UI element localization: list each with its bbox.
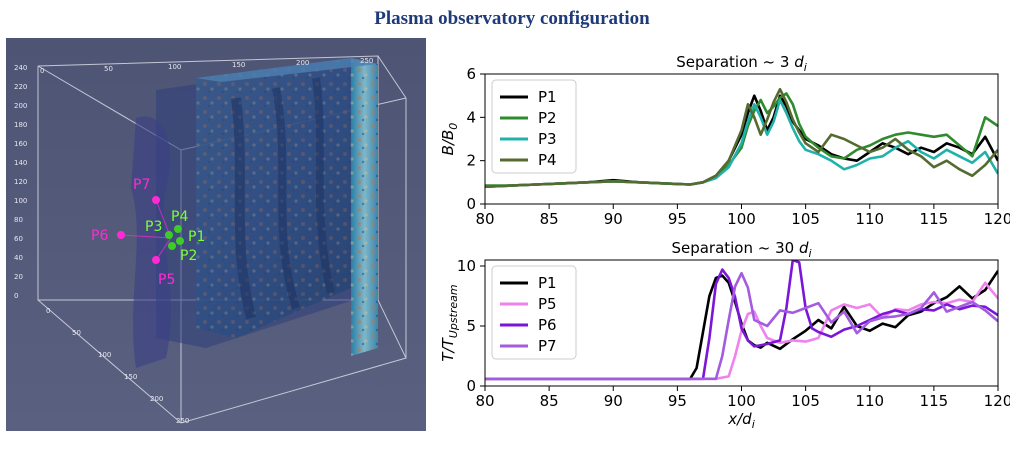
x-tick-label: 90 — [604, 210, 623, 228]
y-axis-label: T/TUpstream — [439, 284, 460, 361]
legend-label-p6: P6 — [538, 316, 557, 334]
z-axis-tick-3d: 40 — [14, 254, 23, 262]
legend-label-p5: P5 — [538, 295, 557, 313]
x-tick-label: 105 — [791, 392, 820, 410]
y-axis-tick-3d: 200 — [150, 395, 163, 403]
probe-labels: P7 P6 P5 P3 P4 P1 P2 — [91, 177, 205, 288]
series-line-p4 — [485, 87, 998, 188]
probe-p1-marker — [176, 237, 184, 245]
y-axis-tick-3d: 0 — [46, 307, 50, 315]
y-tick-label: 10 — [457, 257, 476, 275]
probe-p2-marker — [168, 242, 176, 250]
probe-p4-marker — [174, 225, 182, 233]
legend-label-p3: P3 — [538, 130, 557, 148]
probe-label-p7: P7 — [133, 177, 150, 193]
3d-volume-render: P7 P6 P5 P3 P4 P1 P2 0 50 100 150 200 2500501… — [6, 38, 426, 431]
chart-title: Separation ~ 3 di — [676, 53, 807, 74]
z-axis-tick-3d: 80 — [14, 216, 23, 224]
x-axis-tick-3d: 100 — [168, 63, 181, 71]
x-tick-label: 110 — [855, 392, 884, 410]
probe-label-p3: P3 — [145, 219, 162, 235]
probe-p5-marker — [152, 256, 160, 264]
x-tick-label: 80 — [475, 210, 494, 228]
x-tick-label: 90 — [604, 392, 623, 410]
x-tick-label: 115 — [920, 210, 949, 228]
z-axis-tick-3d: 20 — [14, 273, 23, 281]
probe-label-p5: P5 — [158, 272, 175, 288]
y-tick-label: 0 — [466, 377, 476, 395]
x-axis-label: x/di — [727, 410, 755, 431]
y-axis-label: B/B0 — [439, 123, 460, 156]
x-axis-tick-3d: 200 — [296, 59, 309, 67]
legend-label-p1: P1 — [538, 88, 557, 106]
z-axis-tick-3d: 120 — [14, 178, 27, 186]
x-tick-label: 110 — [855, 210, 884, 228]
probe-label-p2: P2 — [180, 248, 197, 264]
legend-box — [491, 265, 577, 360]
x-tick-label: 95 — [668, 210, 687, 228]
x-tick-label: 80 — [475, 392, 494, 410]
y-tick-label: 0 — [466, 195, 476, 213]
y-axis-tick-3d: 150 — [124, 373, 137, 381]
z-axis-tick-3d: 220 — [14, 83, 27, 91]
chart-panel-2: 80 85 90 95 100 105 110 115 120 0 5 10 Separation ~ … — [439, 239, 1010, 431]
x-axis-tick-3d: 50 — [104, 65, 113, 73]
y-tick-label: 4 — [466, 108, 476, 126]
page-title: Plasma observatory configuration — [374, 8, 650, 29]
legend-label-p7: P7 — [538, 337, 557, 355]
probe-p3-marker — [165, 231, 173, 239]
axis-tick-labels: 0 50 100 150 200 250 0 50 100 150 200 250 0 20 40 60 80 1… — [14, 57, 373, 425]
y-axis-tick-3d: 50 — [72, 329, 81, 337]
z-axis-tick-3d: 180 — [14, 121, 27, 129]
probe-label-p1: P1 — [188, 229, 205, 245]
x-axis-tick-3d: 250 — [360, 57, 373, 65]
probe-label-p4: P4 — [171, 209, 188, 225]
x-tick-label: 100 — [727, 210, 756, 228]
series-line-p7 — [485, 271, 998, 381]
probe-p7-marker — [152, 196, 160, 204]
y-axis-tick-3d: 100 — [98, 351, 111, 359]
y-axis-tick-3d: 250 — [176, 417, 189, 425]
probe-markers — [117, 196, 184, 264]
chart-panel-1: 80 85 90 95 100 105 110 115 120 0 2 4 6 Separation ~ … — [439, 53, 1010, 228]
x-tick-label: 85 — [540, 210, 559, 228]
legend-box — [491, 79, 577, 174]
chart-title: Separation ~ 30 di — [671, 239, 811, 260]
series-group — [485, 260, 998, 381]
x-axis-tick-3d: 150 — [232, 61, 245, 69]
y-tick-label: 2 — [466, 152, 476, 170]
x-tick-label: 120 — [984, 392, 1010, 410]
z-axis-tick-3d: 100 — [14, 197, 27, 205]
probe-label-p6: P6 — [91, 228, 108, 244]
series-group — [485, 87, 998, 188]
z-axis-tick-3d: 60 — [14, 235, 23, 243]
legend-label-p1: P1 — [538, 274, 557, 292]
y-tick-label: 6 — [466, 65, 476, 83]
legend-label-p2: P2 — [538, 109, 557, 127]
z-axis-tick-3d: 140 — [14, 159, 27, 167]
x-tick-label: 120 — [984, 210, 1010, 228]
x-tick-label: 105 — [791, 210, 820, 228]
y-tick-label: 5 — [466, 317, 476, 335]
z-axis-tick-3d: 0 — [14, 292, 18, 300]
z-axis-tick-3d: 160 — [14, 140, 27, 148]
x-tick-label: 85 — [540, 392, 559, 410]
z-axis-tick-3d: 200 — [14, 102, 27, 110]
x-tick-label: 115 — [920, 392, 949, 410]
x-axis-tick-3d: 0 — [40, 67, 44, 75]
z-axis-tick-3d: 240 — [14, 64, 27, 72]
x-tick-label: 95 — [668, 392, 687, 410]
x-tick-label: 100 — [727, 392, 756, 410]
plasma-volume — [131, 58, 378, 368]
probe-p6-marker — [117, 231, 125, 239]
legend-label-p4: P4 — [538, 151, 557, 169]
